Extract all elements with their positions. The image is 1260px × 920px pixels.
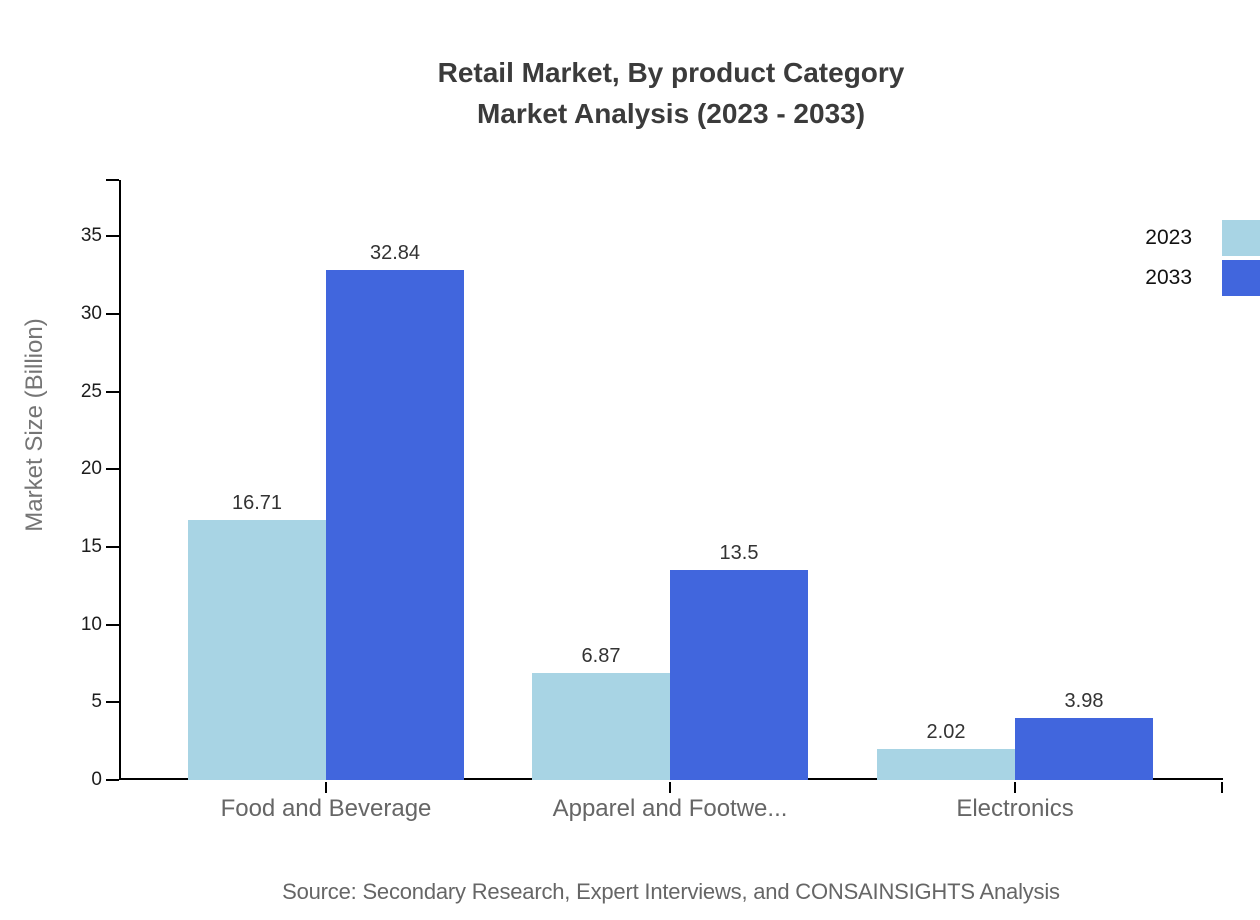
bar-2033-apparel-and-footwe (670, 570, 808, 780)
value-label-2023-electronics: 2.02 (926, 721, 966, 743)
legend-label-2023: 2023 (1145, 226, 1192, 249)
value-label-2023-food-and-beverage: 16.71 (231, 492, 283, 514)
y-tick-mark-15 (106, 545, 119, 548)
y-tick-mark-10 (106, 623, 119, 626)
y-tick-mark-30 (106, 312, 119, 315)
y-tick-mark-20 (106, 468, 119, 471)
bar-2023-apparel-and-footwe (532, 673, 670, 780)
legend-label-2033: 2033 (1145, 266, 1192, 289)
chart-title-line1: Retail Market, By product Category (437, 57, 905, 88)
bar-2023-electronics (877, 749, 1015, 780)
y-tick-mark-35 (106, 235, 119, 238)
category-label-electronics: Electronics (956, 795, 1074, 822)
legend-swatch-2033-icon (1222, 260, 1260, 296)
x-tick-mark-apparel-and-footwe (669, 782, 671, 793)
y-tick-label-20: 20 (80, 458, 102, 480)
category-label-apparel-and-footwe: Apparel and Footwe... (552, 795, 788, 822)
bar-2033-electronics (1015, 718, 1153, 780)
x-axis-end-tick (1221, 782, 1223, 793)
legend-swatch-2023-icon (1222, 220, 1260, 256)
y-tick-label-5: 5 (91, 691, 102, 713)
value-label-2033-food-and-beverage: 32.84 (369, 242, 421, 264)
y-tick-label-15: 15 (80, 535, 102, 557)
y-tick-mark-0 (106, 779, 119, 781)
legend-row-2033: 2033 (1145, 258, 1260, 298)
legend-row-2023: 2023 (1145, 218, 1260, 258)
bar-2033-food-and-beverage (326, 270, 464, 780)
x-tick-mark-electronics (1014, 782, 1016, 793)
chart-title-line2: Market Analysis (2023 - 2033) (476, 98, 866, 129)
category-label-food-and-beverage: Food and Beverage (220, 795, 432, 822)
value-label-2033-apparel-and-footwe: 13.5 (719, 542, 759, 564)
bar-2023-food-and-beverage (188, 520, 326, 780)
y-tick-label-35: 35 (80, 225, 102, 247)
y-axis-top-tick (106, 179, 119, 181)
y-tick-label-25: 25 (80, 380, 102, 402)
y-tick-label-0: 0 (91, 769, 102, 790)
value-label-2033-electronics: 3.98 (1064, 690, 1104, 712)
source-attribution: Source: Secondary Research, Expert Inter… (282, 879, 1060, 904)
value-label-2023-apparel-and-footwe: 6.87 (581, 645, 621, 667)
y-axis-title: Market Size (Billion) (21, 318, 48, 532)
x-tick-mark-food-and-beverage (325, 782, 327, 793)
y-tick-mark-25 (106, 390, 119, 393)
y-tick-label-10: 10 (80, 613, 102, 635)
chart-title: Retail Market, By product Category Marke… (82, 52, 1260, 134)
y-tick-mark-5 (106, 701, 119, 704)
legend: 2023 2033 (1145, 218, 1260, 298)
y-tick-label-30: 30 (80, 302, 102, 324)
